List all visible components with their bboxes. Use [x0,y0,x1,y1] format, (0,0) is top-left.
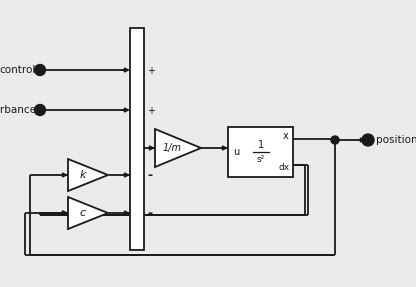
Text: u: u [233,147,239,157]
Polygon shape [155,129,201,167]
Circle shape [331,136,339,144]
Text: -: - [147,170,152,183]
Text: c: c [80,208,86,218]
Circle shape [35,104,45,115]
Text: dx: dx [278,162,290,172]
Text: +: + [147,66,155,76]
Text: control: control [0,65,36,75]
Text: 1: 1 [258,140,264,150]
Circle shape [362,134,374,146]
Bar [130,28,144,250]
Bar [228,127,293,177]
Text: x: x [283,131,289,141]
Text: +: + [147,106,155,116]
Text: -: - [147,208,152,220]
Text: k: k [80,170,86,180]
Circle shape [35,65,45,75]
Text: position: position [376,135,416,145]
Text: s²: s² [257,156,265,164]
Polygon shape [68,159,108,191]
Polygon shape [68,197,108,229]
Text: 1/m: 1/m [163,143,182,153]
Text: disturbance: disturbance [0,105,36,115]
